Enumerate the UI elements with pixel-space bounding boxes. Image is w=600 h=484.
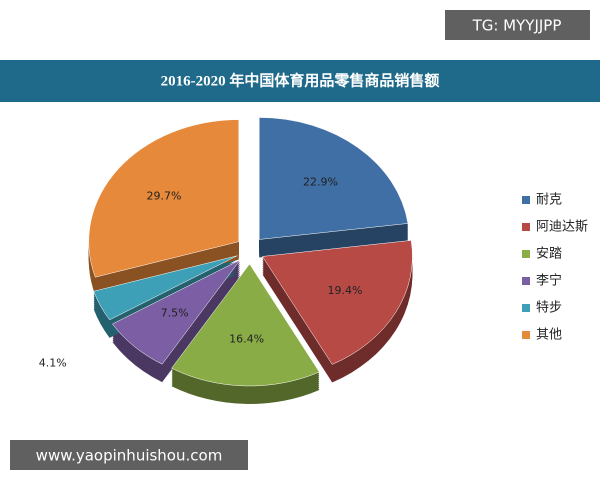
chart-title: 2016-2020 年中国体育用品零售商品销售额 [161, 71, 440, 89]
legend-label: 李宁 [536, 273, 562, 289]
legend-swatch [522, 196, 530, 204]
watermark-box [445, 10, 590, 40]
legend-label: 特步 [536, 301, 562, 316]
watermark-box [10, 440, 248, 470]
slice [171, 263, 320, 387]
legend-swatch [522, 250, 530, 258]
legend-label: 安踏 [536, 247, 562, 262]
slice [88, 119, 240, 278]
data-label: 29.7% [147, 190, 182, 203]
slice [93, 255, 238, 321]
legend-swatch [522, 277, 530, 285]
data-label: 22.9% [303, 176, 338, 189]
legend-swatch [522, 223, 530, 231]
data-label: 4.1% [39, 357, 67, 370]
legend-swatch [522, 304, 530, 312]
data-label: 7.5% [161, 307, 189, 320]
watermark: www.yaopinhuishou.com [36, 447, 223, 465]
data-label: 16.4% [229, 333, 264, 346]
data-label: 19.4% [328, 284, 363, 297]
legend-label: 阿迪达斯 [536, 220, 588, 235]
legend-label: 其他 [536, 328, 562, 343]
slice [112, 259, 241, 365]
slice [258, 117, 409, 240]
title-banner [0, 60, 600, 102]
slice [262, 240, 413, 365]
legend-label: 耐克 [536, 193, 562, 208]
watermark: TG: MYYJJPP [472, 17, 562, 35]
legend-swatch [522, 331, 530, 339]
